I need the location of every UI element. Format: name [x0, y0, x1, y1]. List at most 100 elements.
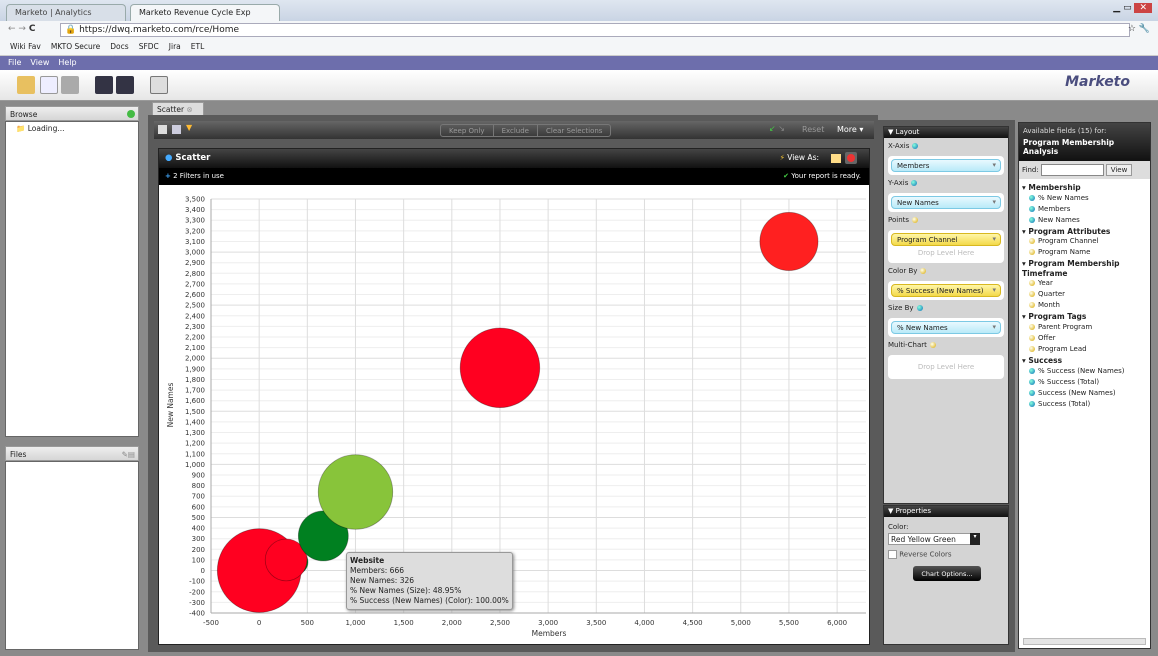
y-tick-label: 2,300 — [185, 323, 205, 331]
y-tick-label: 800 — [192, 482, 205, 490]
exclude-button[interactable]: Exclude — [494, 125, 538, 136]
view-button[interactable]: View — [1105, 164, 1133, 176]
layout-header[interactable]: ▼ Layout — [884, 127, 1008, 138]
field-item[interactable]: % Success (Total) — [1019, 377, 1150, 388]
chart-view-icon[interactable] — [845, 152, 857, 164]
x-axis-dropdown[interactable]: Members — [891, 159, 1001, 172]
dimension-icon — [1029, 346, 1035, 353]
field-item[interactable]: Month — [1019, 300, 1150, 311]
field-item[interactable]: Success (Total) — [1019, 399, 1150, 410]
window-controls[interactable]: ▁ ▭ ✕ — [1113, 3, 1152, 13]
reverse-colors-checkbox[interactable] — [888, 550, 897, 559]
points-dropdown[interactable]: Program Channel — [891, 233, 1001, 246]
bookmark[interactable]: Jira — [168, 42, 181, 51]
bookmark[interactable]: Docs — [110, 42, 129, 51]
dashboard-icon[interactable] — [61, 76, 79, 94]
measure-icon — [911, 180, 918, 186]
field-group[interactable]: ▾ Program Tags — [1022, 312, 1087, 322]
x-tick-label: 500 — [301, 619, 314, 627]
field-group[interactable]: ▾ Membership — [1022, 183, 1081, 192]
find-input[interactable] — [1040, 164, 1104, 176]
multichart-drop-zone[interactable]: Drop Level Here — [917, 363, 975, 371]
menu-help[interactable]: Help — [58, 58, 77, 67]
open-folder-icon[interactable] — [17, 76, 35, 94]
y-tick-label: 1,600 — [185, 397, 205, 405]
layout-icon[interactable] — [158, 125, 167, 134]
horizontal-scrollbar[interactable] — [1023, 638, 1146, 645]
field-item[interactable]: New Names — [1019, 215, 1150, 226]
scatter-chart[interactable]: -400 -300 -200 -100 0 100 200 300 400 500 600 700 80… — [159, 185, 869, 645]
swap-axes-icon[interactable]: ⚡ — [779, 153, 785, 162]
table-view-icon[interactable] — [831, 154, 841, 163]
field-item[interactable]: Members — [1019, 204, 1150, 215]
dimension-icon — [1029, 238, 1035, 245]
field-item[interactable]: % New Names — [1019, 193, 1150, 204]
y-tick-label: -300 — [189, 599, 205, 607]
info-icon[interactable]: ● — [165, 153, 173, 163]
size-by-dropdown[interactable]: % New Names — [891, 321, 1001, 334]
refresh-icon[interactable] — [127, 110, 135, 118]
save-as-icon[interactable] — [116, 76, 134, 94]
y-tick-label: 2,500 — [185, 302, 205, 310]
field-item[interactable]: Success (New Names) — [1019, 388, 1150, 399]
bookmark[interactable]: SFDC — [138, 42, 159, 51]
color-scheme-select[interactable]: Red Yellow Green ▾ — [888, 533, 980, 545]
browser-tab-analytics[interactable]: Marketo | Analytics — [6, 4, 126, 21]
bubble[interactable] — [759, 211, 819, 271]
more-button[interactable]: More ▾ — [837, 125, 864, 134]
fields-panel: Available fields (15) for: Program Membe… — [1018, 122, 1151, 649]
tab-scatter[interactable]: Scatter ⊗ — [152, 102, 204, 115]
bookmark[interactable]: MKTO Secure — [50, 42, 101, 51]
y-tick-label: 400 — [192, 525, 205, 533]
nav-buttons[interactable]: ← → C — [8, 24, 36, 34]
filter-icon[interactable]: ▼ — [186, 123, 193, 132]
bubble[interactable] — [264, 538, 308, 582]
filters-link[interactable]: 2 Filters in use — [173, 172, 224, 180]
y-tick-label: 2,100 — [185, 344, 205, 352]
chart-options-button[interactable]: Chart Options... — [913, 566, 981, 581]
measure-icon — [1029, 389, 1035, 396]
field-group[interactable]: ▾ Program Membership Timeframe — [1022, 259, 1120, 278]
y-tick-label: 100 — [192, 556, 205, 564]
field-item[interactable]: % Success (New Names) — [1019, 366, 1150, 377]
measure-icon — [1029, 367, 1035, 374]
field-item[interactable]: Quarter — [1019, 289, 1150, 300]
reset-button[interactable]: Reset — [802, 125, 825, 134]
browser-tab-rce[interactable]: Marketo Revenue Cycle Exp — [130, 4, 280, 21]
bubble[interactable] — [317, 454, 394, 530]
save-icon[interactable] — [95, 76, 113, 94]
bookmark[interactable]: ETL — [190, 42, 205, 51]
field-item[interactable]: Program Channel — [1019, 236, 1150, 247]
field-item[interactable]: Program Name — [1019, 247, 1150, 258]
close-icon[interactable]: ⊗ — [186, 105, 193, 114]
new-report-icon[interactable] — [40, 76, 58, 94]
tree-item-loading[interactable]: 📁 Loading... — [16, 124, 65, 133]
menu-file[interactable]: File — [8, 58, 22, 67]
undo-icon[interactable]: ↙ ↘ — [769, 124, 785, 133]
expand-filters-icon[interactable]: + — [165, 172, 171, 180]
url-input[interactable]: 🔒 https://dwq.marketo.com/rce/Home — [60, 23, 1130, 37]
field-item[interactable]: Offer — [1019, 333, 1150, 344]
redo-icon[interactable]: ↘ — [778, 124, 785, 133]
field-item[interactable]: Parent Program — [1019, 322, 1150, 333]
browse-tree: 📁 Loading... — [5, 121, 139, 437]
field-group[interactable]: ▾ Success — [1022, 356, 1063, 366]
field-group[interactable]: ▾ Program Attributes — [1022, 226, 1111, 236]
y-axis-dropdown[interactable]: New Names — [891, 196, 1001, 209]
field-item[interactable]: Year — [1019, 278, 1150, 289]
y-tick-label: 2,700 — [185, 280, 205, 288]
clear-selections-button[interactable]: Clear Selections — [546, 127, 603, 135]
bubble[interactable] — [459, 327, 541, 408]
properties-icon[interactable] — [150, 76, 168, 94]
files-actions-icon[interactable]: ✎▤ — [121, 450, 135, 459]
bookmark[interactable]: Wiki Fav — [10, 42, 41, 51]
field-item[interactable]: Program Lead — [1019, 344, 1150, 355]
menu-view[interactable]: View — [30, 58, 50, 67]
properties-header[interactable]: ▼ Properties — [884, 506, 1008, 517]
keep-only-button[interactable]: Keep Only — [441, 125, 494, 136]
points-drop-zone[interactable]: Drop Level Here — [917, 249, 975, 257]
star-icon[interactable]: ☆ 🔧 — [1127, 24, 1150, 34]
x-tick-label: -500 — [203, 619, 219, 627]
grid-icon[interactable] — [172, 125, 181, 134]
color-by-dropdown[interactable]: % Success (New Names) — [891, 284, 1001, 297]
